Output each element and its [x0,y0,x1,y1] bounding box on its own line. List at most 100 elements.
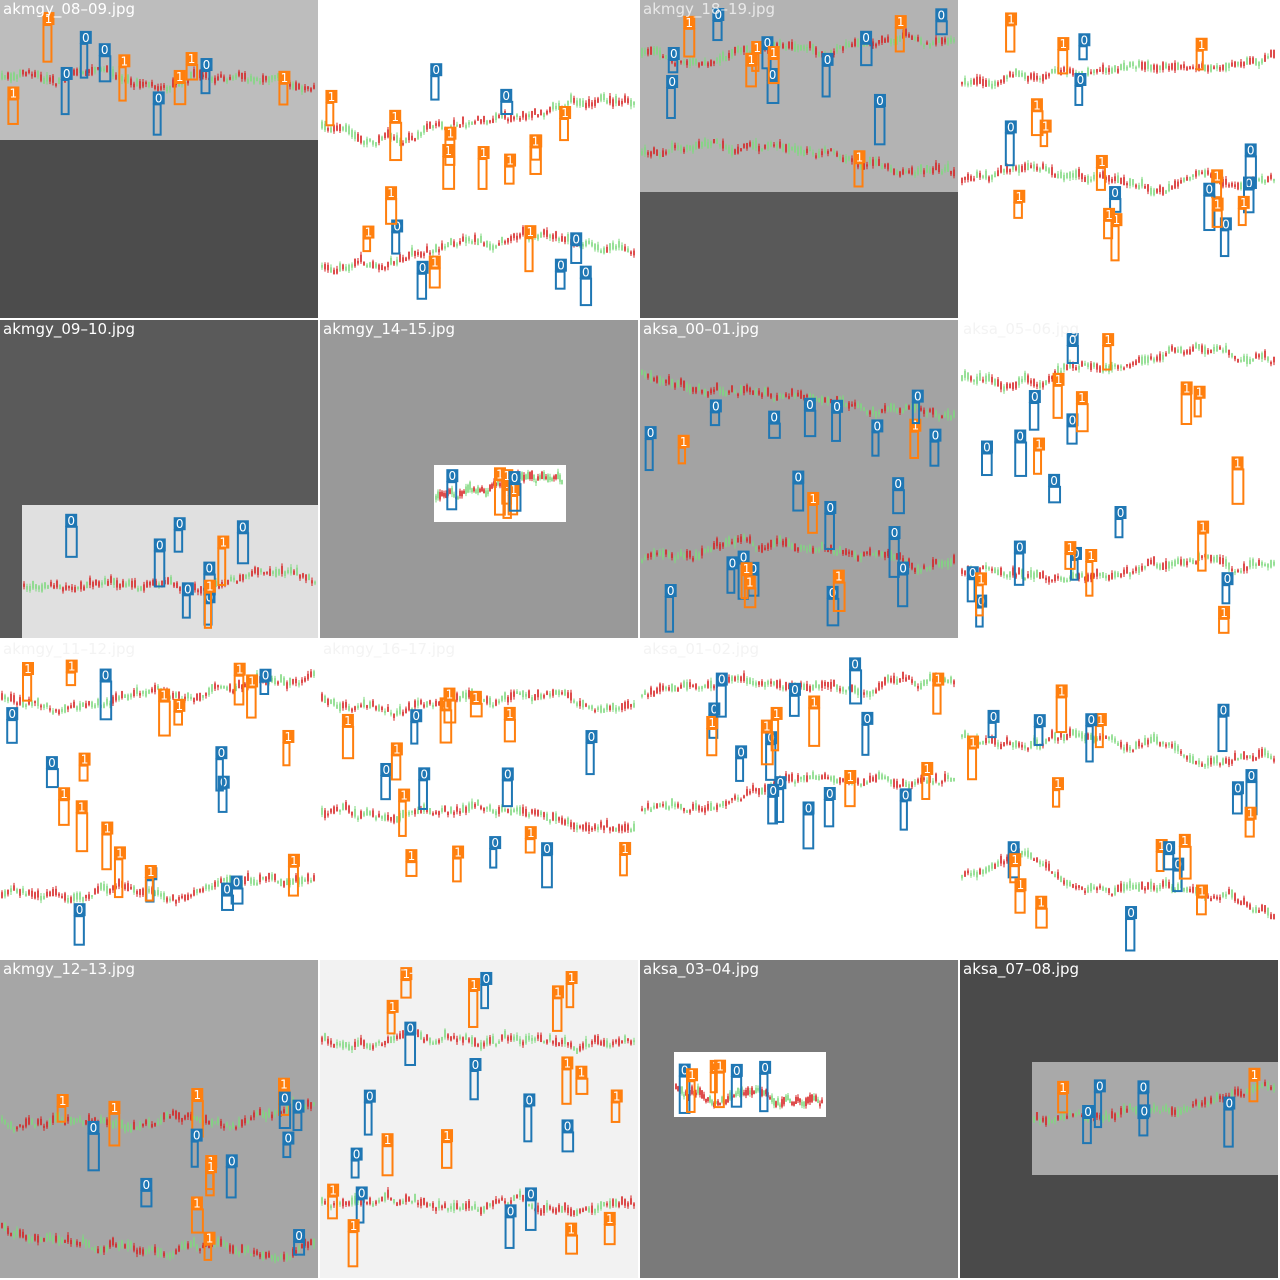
candle-body [600,250,602,253]
candle-body [833,775,835,783]
candle-body [979,567,981,573]
candle-body [1081,173,1083,180]
bounding-box [726,568,736,594]
candle-body [1192,559,1194,564]
candle-body [770,393,772,398]
candle-body [985,375,987,382]
candle-body [525,809,527,817]
class-label: 1 [328,90,336,104]
candle-body [824,682,826,687]
candle-body [719,55,721,63]
candle-body [220,685,222,689]
candle-body [597,707,599,711]
candle-body [557,471,559,479]
candle-body [875,43,877,47]
candle-body [1042,163,1044,169]
candle-body [794,43,796,52]
candle-body [463,490,465,494]
class-label: 0 [764,36,772,50]
candle-body [1219,346,1221,350]
candle-body [1027,75,1029,82]
candle-body [1120,883,1122,892]
candle-body [487,490,489,495]
bounding-box-tag [200,58,213,72]
candle-body [761,787,763,794]
candle-body [961,177,963,184]
class-label: 0 [667,584,675,598]
candle-body [1141,565,1143,571]
candle-body [615,707,617,712]
candle-body [163,892,165,900]
candle-body [988,740,990,743]
candle-body [1180,559,1182,565]
candle-body [233,577,235,581]
candle-body [785,682,787,690]
class-label: 0 [1069,333,1077,347]
class-label: 0 [914,390,922,404]
candle-body [818,151,820,158]
candle-body [92,581,94,587]
candle-body [779,393,781,397]
bounding-box-tag [1231,456,1244,470]
candle-body [845,403,847,407]
class-label: 0 [101,43,109,57]
candle-body [1063,363,1065,370]
candle-body [1039,168,1041,172]
candle-body [1129,746,1131,751]
candle-body [579,825,581,828]
candle-body [1087,574,1089,582]
candle-body [1087,363,1089,368]
candle-body [890,167,892,173]
bounding-box-tag [715,672,728,686]
candle-body [588,825,590,832]
class-label: 1 [1098,155,1106,169]
candle-body [582,100,584,107]
candle-body [501,236,503,244]
candle-body [1264,350,1266,358]
candle-body [73,701,75,708]
class-label: 0 [491,836,499,850]
candle-body [1165,190,1167,194]
class-label: 1 [78,800,86,814]
candle-body [351,811,353,816]
candle-body [644,807,646,812]
candle-body [1090,574,1092,580]
candle-body [606,246,608,253]
bounding-box [1197,532,1207,572]
class-label: 0 [937,8,945,22]
candle-body [1162,880,1164,887]
candle-body [839,45,841,49]
candle-body [857,688,859,696]
bounding-box-tag [807,491,820,505]
candle-body [713,543,715,550]
bounding-box-tag [153,538,166,552]
bounding-box-tag [185,52,198,66]
candle-body [375,706,377,710]
class-label: 0 [770,411,778,425]
candle-body [411,810,413,813]
candle-body [324,123,326,131]
bounding-box-tag [428,255,441,269]
candle-body [1186,350,1188,354]
candle-body [698,63,700,67]
candle-body [507,696,509,703]
candle-body [52,75,54,83]
bounding-box-tag [1028,390,1041,404]
candle-body [704,60,706,66]
bounding-box-tag [1180,381,1193,395]
candle-body [310,88,312,92]
candle-body [1087,886,1089,893]
candle-body [549,693,551,697]
bounding-box-tag [1193,385,1206,399]
candle-body [731,798,733,801]
candle-body [677,380,679,387]
class-label: 0 [420,767,428,781]
candle-body [280,674,282,683]
candle-body [489,804,491,811]
bounding-box-tag [844,769,857,783]
candle-body [1228,184,1230,187]
candle-body [35,584,37,589]
candle-body [134,580,136,588]
candle-body [533,474,535,480]
class-label: 1 [472,691,480,705]
